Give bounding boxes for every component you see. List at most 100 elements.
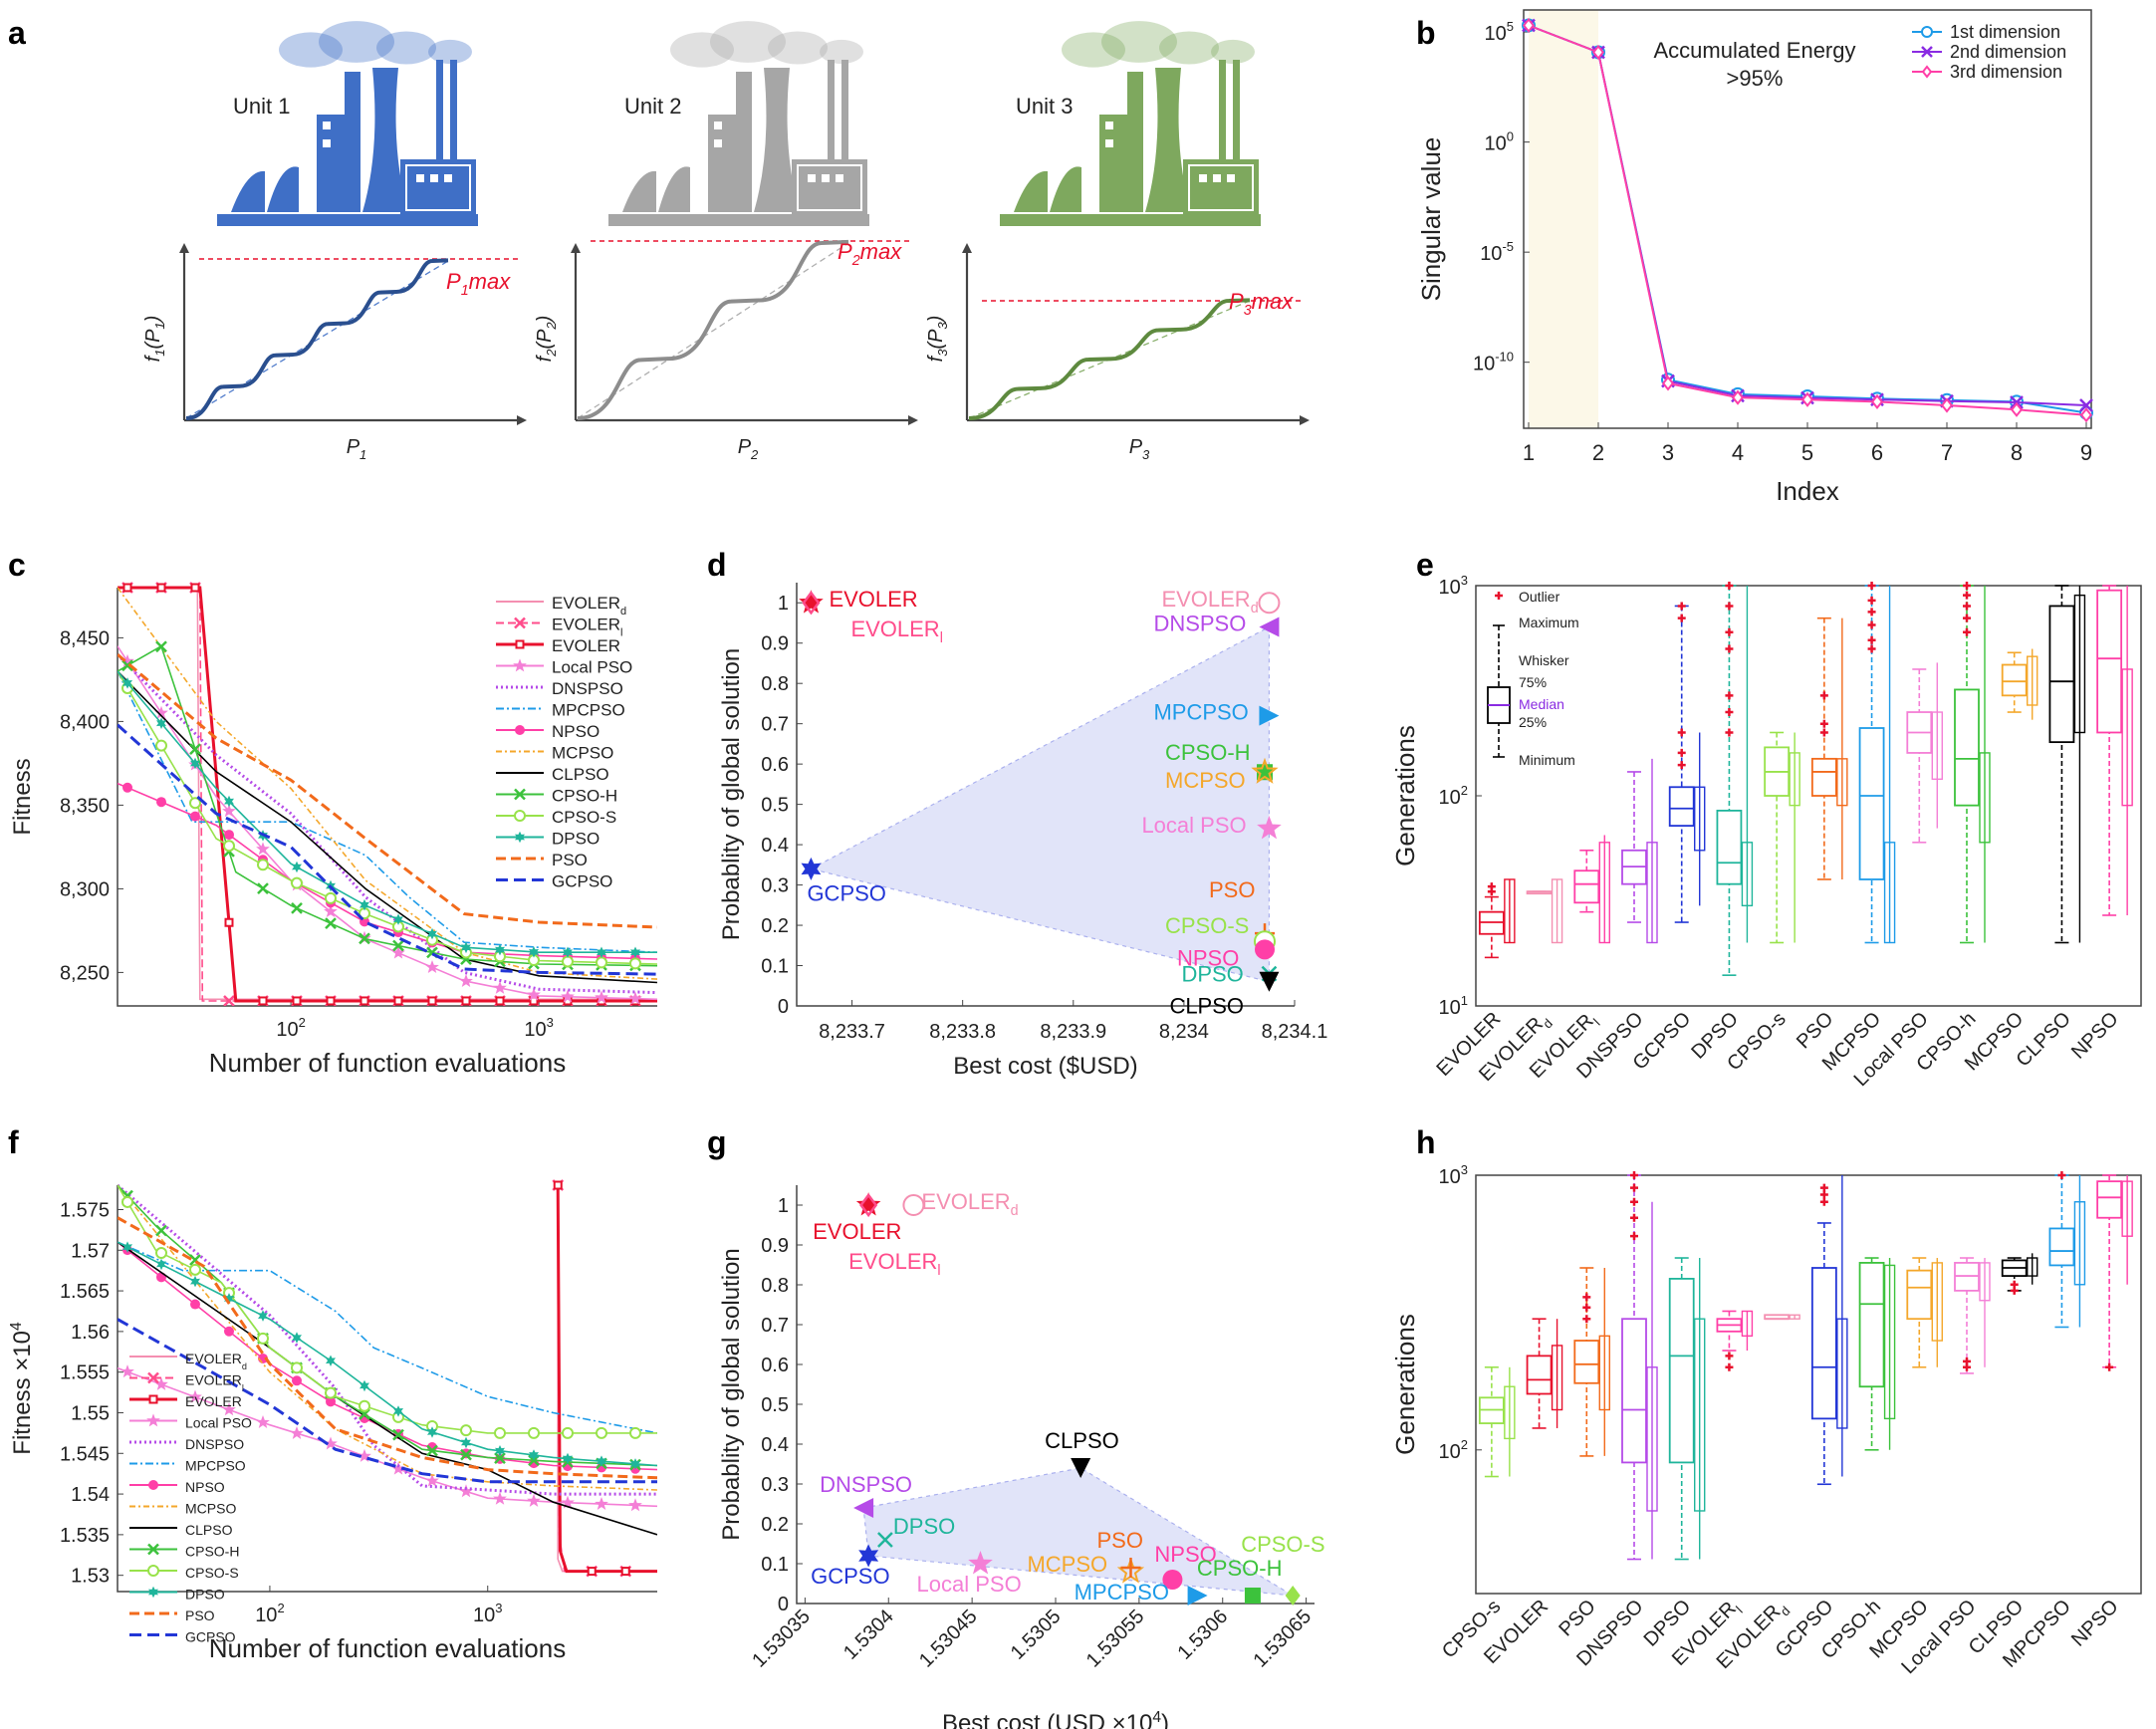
series-line xyxy=(118,1183,657,1496)
annotation: >95% xyxy=(1727,66,1784,91)
series-line xyxy=(118,723,657,976)
legend-label: Minimum xyxy=(1519,752,1575,768)
legend-marker xyxy=(148,1586,158,1599)
point-label: EVOLER xyxy=(813,1219,901,1244)
side-box xyxy=(1931,711,1943,780)
series-marker xyxy=(223,995,235,1006)
x-tick-group: 1.5304 xyxy=(839,1606,898,1664)
x-axis-title: Best cost (USD ×104) xyxy=(942,1709,1169,1729)
series-marker xyxy=(527,1493,541,1507)
x-tick-label: 1.5304 xyxy=(839,1606,898,1664)
series-group xyxy=(118,582,657,1006)
label-sub: 2 xyxy=(851,253,860,269)
legend-label: 2nd dimension xyxy=(1950,42,2066,62)
panel-g-chart: 00.10.20.30.40.50.60.70.80.911.53035 1.53… xyxy=(718,1185,1325,1729)
legend-label: CPSO-H xyxy=(185,1544,239,1560)
box-iqr xyxy=(1573,1340,1600,1384)
series-marker xyxy=(257,882,269,895)
factory-base xyxy=(1000,214,1261,226)
label-sub: l xyxy=(620,627,622,639)
legend-label: EVOLERl xyxy=(552,616,622,639)
label-base: P xyxy=(738,436,752,458)
side-box xyxy=(1883,1264,1896,1420)
box-outlier xyxy=(1677,761,1686,770)
tick-base: 10 xyxy=(473,1605,495,1626)
point-Local-PSO xyxy=(968,1551,993,1575)
series-marker xyxy=(359,898,369,911)
y-axis-title-group: Probablity of global solution xyxy=(718,648,745,941)
tick-exp: 2 xyxy=(299,1015,306,1030)
legend-label: DPSO xyxy=(552,830,599,849)
side-box xyxy=(1504,878,1516,944)
series-marker xyxy=(596,956,607,969)
tick-base: 10 xyxy=(1473,354,1495,375)
series-marker xyxy=(563,946,573,958)
label-tail: max xyxy=(1252,289,1295,314)
legend-marker xyxy=(148,1394,158,1404)
point-label: GCPSO xyxy=(807,880,885,905)
legend-label: CPSO-S xyxy=(552,808,616,827)
y-tick-label: 8,300 xyxy=(60,878,110,900)
series-marker xyxy=(630,1458,640,1470)
y-tick-label: 102 xyxy=(1439,1437,1468,1463)
series-marker xyxy=(495,943,505,956)
factory-base xyxy=(608,214,869,226)
legend-label: 25% xyxy=(1519,714,1547,730)
x-tick-label: 2 xyxy=(1592,440,1604,465)
y-tick-label: 0.4 xyxy=(761,1434,789,1456)
box-outlier xyxy=(1725,582,1734,590)
side-box xyxy=(1741,842,1754,907)
box-outlier xyxy=(1819,1190,1828,1199)
box-outlier xyxy=(1819,1197,1828,1206)
legend-label: GCPSO xyxy=(185,1629,236,1645)
point-DNSPSO xyxy=(1259,617,1280,637)
x-tick-group: 1.5305 xyxy=(1007,1606,1066,1664)
ylabel-f: f xyxy=(534,354,556,362)
series-marker xyxy=(427,996,437,1006)
point-MPCPSO xyxy=(1187,1586,1208,1606)
series-marker xyxy=(190,757,200,770)
point-EVOLER_d xyxy=(902,1194,925,1216)
series-marker xyxy=(393,1405,403,1417)
x-axis-title: Number of function evaluations xyxy=(209,1633,566,1663)
legend-label: Local PSO xyxy=(552,658,632,677)
legend-label: 75% xyxy=(1519,674,1547,690)
side-box xyxy=(2121,668,2133,807)
series-marker xyxy=(156,717,166,729)
y-axis-title: Probablity of global solution xyxy=(718,1248,745,1541)
box-outlier xyxy=(1725,627,1734,636)
series-marker xyxy=(2079,407,2093,423)
y-tick-label: 1.535 xyxy=(60,1525,110,1547)
chimney-shape xyxy=(1127,72,1143,212)
point-NPSO xyxy=(1255,939,1275,960)
label-sub: 3 xyxy=(1244,303,1252,319)
point-EVOLER_l xyxy=(859,1192,878,1218)
label-base: P xyxy=(1229,289,1244,314)
series-marker xyxy=(595,990,608,1004)
point-EVOLER xyxy=(799,590,824,614)
series-line xyxy=(118,1184,657,1491)
box-PSO: PSO xyxy=(1555,1267,1610,1640)
side-box xyxy=(1598,1335,1610,1411)
box-outlier xyxy=(1630,1183,1638,1192)
series-marker xyxy=(222,1402,236,1416)
series-marker xyxy=(425,1473,439,1487)
label-base: EVOLER xyxy=(552,594,620,613)
ylabel-sub: 1 xyxy=(152,322,167,329)
window-shape xyxy=(1213,174,1221,182)
series-marker xyxy=(155,640,167,653)
panel-label-a: a xyxy=(8,15,26,51)
series-line xyxy=(118,1241,657,1467)
series-marker xyxy=(1800,391,1814,407)
tick-exp: 3 xyxy=(1461,1162,1468,1177)
x-tick-label: 8 xyxy=(2011,440,2023,465)
unit-name: Unit 3 xyxy=(1016,94,1073,119)
series-marker xyxy=(629,1426,641,1439)
box-CLPSO: CLPSO xyxy=(2012,585,2086,1071)
max-label: P1max xyxy=(446,269,511,299)
point-EVOLER xyxy=(855,1192,881,1216)
tick-base: 10 xyxy=(524,1019,546,1041)
tick-base: 10 xyxy=(1439,577,1461,599)
series-marker xyxy=(392,939,404,952)
